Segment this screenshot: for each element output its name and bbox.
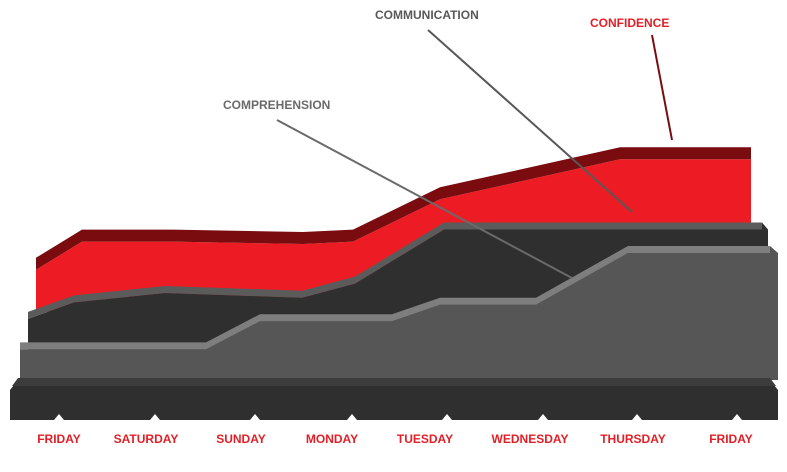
x-tick-label-0: FRIDAY bbox=[37, 432, 81, 446]
area-confidence-top-edge bbox=[36, 147, 751, 270]
x-tick-label-1: SATURDAY bbox=[114, 432, 179, 446]
x-tick-label-4: TUESDAY bbox=[397, 432, 453, 446]
area-comprehension-face bbox=[20, 253, 770, 380]
x-tick-1 bbox=[150, 414, 160, 427]
x-tick-2 bbox=[250, 414, 260, 427]
area-bands bbox=[20, 147, 778, 380]
x-tick-label-5: WEDNESDAY bbox=[492, 432, 569, 446]
series-label-communication: COMMUNICATION bbox=[375, 8, 479, 22]
base-slab bbox=[10, 380, 778, 420]
series-label-confidence: CONFIDENCE bbox=[590, 16, 669, 30]
chart-base bbox=[10, 378, 778, 420]
x-tick-5 bbox=[538, 414, 548, 427]
x-tick-label-7: FRIDAY bbox=[709, 432, 753, 446]
x-tick-0 bbox=[54, 414, 64, 427]
area-comprehension-side bbox=[770, 246, 778, 380]
x-tick-label-2: SUNDAY bbox=[216, 432, 266, 446]
leader-lines bbox=[276, 29, 673, 279]
x-axis-ticks bbox=[54, 414, 742, 427]
x-tick-7 bbox=[732, 414, 742, 427]
x-tick-6 bbox=[632, 414, 642, 427]
series-label-comprehension: COMPREHENSION bbox=[223, 98, 330, 112]
leader-communication bbox=[427, 29, 633, 213]
x-tick-label-6: THURSDAY bbox=[600, 432, 666, 446]
leader-comprehension bbox=[276, 119, 573, 279]
x-tick-3 bbox=[347, 414, 357, 427]
x-tick-label-3: MONDAY bbox=[306, 432, 358, 446]
leader-confidence bbox=[651, 34, 673, 141]
x-tick-4 bbox=[442, 414, 452, 427]
base-top-edge bbox=[12, 378, 776, 386]
area-comprehension-top-edge bbox=[20, 246, 770, 350]
